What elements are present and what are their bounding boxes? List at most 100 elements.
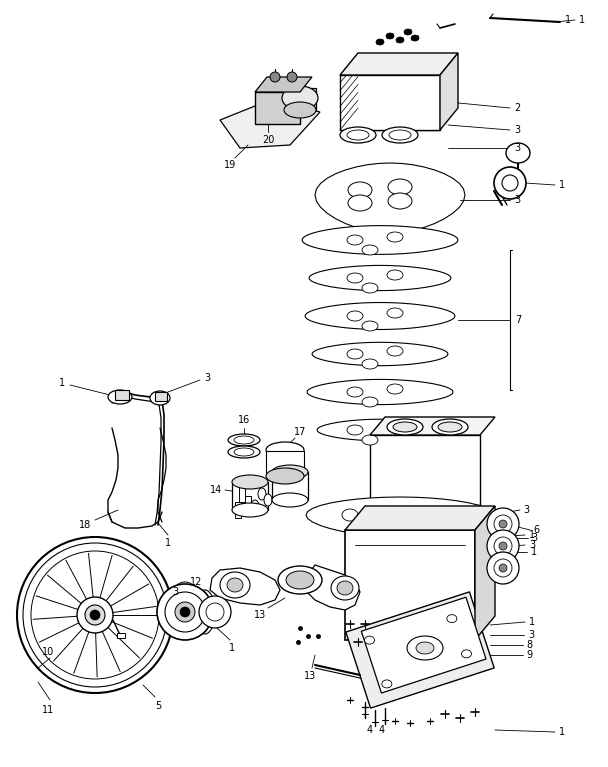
- Text: 4: 4: [367, 725, 373, 735]
- Ellipse shape: [376, 39, 384, 45]
- Text: 17: 17: [294, 427, 306, 437]
- Ellipse shape: [382, 127, 418, 143]
- Ellipse shape: [494, 515, 512, 533]
- Text: 13: 13: [304, 671, 316, 681]
- Ellipse shape: [347, 349, 363, 359]
- Ellipse shape: [180, 607, 190, 617]
- Ellipse shape: [377, 509, 393, 521]
- Ellipse shape: [266, 468, 304, 484]
- Ellipse shape: [195, 590, 215, 634]
- Ellipse shape: [165, 592, 205, 632]
- Ellipse shape: [228, 434, 260, 446]
- Ellipse shape: [494, 537, 512, 555]
- Text: 20: 20: [262, 135, 274, 145]
- Polygon shape: [220, 100, 320, 148]
- Text: 19: 19: [224, 160, 236, 170]
- Text: 6: 6: [533, 525, 539, 535]
- Ellipse shape: [278, 566, 322, 594]
- Ellipse shape: [157, 584, 213, 640]
- Text: 3: 3: [529, 540, 535, 550]
- Ellipse shape: [364, 636, 375, 644]
- Ellipse shape: [284, 102, 316, 118]
- Ellipse shape: [251, 500, 259, 512]
- Polygon shape: [307, 380, 453, 404]
- Text: 1: 1: [529, 617, 535, 627]
- Ellipse shape: [387, 422, 403, 432]
- Ellipse shape: [347, 273, 363, 283]
- Bar: [245, 496, 251, 512]
- Bar: [235, 502, 241, 518]
- Ellipse shape: [387, 346, 403, 356]
- Ellipse shape: [258, 488, 266, 500]
- Ellipse shape: [388, 193, 412, 209]
- Ellipse shape: [347, 425, 363, 435]
- Polygon shape: [305, 565, 360, 610]
- Ellipse shape: [220, 572, 250, 598]
- Ellipse shape: [232, 503, 268, 517]
- Polygon shape: [345, 530, 475, 640]
- Polygon shape: [315, 163, 465, 233]
- Polygon shape: [346, 592, 494, 708]
- Ellipse shape: [266, 442, 304, 458]
- Bar: [232, 482, 268, 510]
- Polygon shape: [361, 597, 486, 693]
- Polygon shape: [340, 53, 458, 75]
- Ellipse shape: [494, 559, 512, 577]
- Text: 13: 13: [254, 610, 266, 620]
- Ellipse shape: [411, 35, 419, 41]
- Text: 1: 1: [529, 530, 535, 540]
- Ellipse shape: [77, 597, 113, 633]
- Ellipse shape: [264, 494, 272, 506]
- Text: 3: 3: [528, 630, 534, 640]
- Polygon shape: [305, 302, 455, 330]
- Ellipse shape: [286, 571, 314, 589]
- Ellipse shape: [182, 595, 202, 611]
- Text: 5: 5: [234, 507, 240, 517]
- Ellipse shape: [438, 422, 462, 432]
- Text: 3: 3: [204, 373, 210, 383]
- Text: 1: 1: [229, 643, 235, 653]
- Polygon shape: [255, 92, 300, 124]
- Bar: [266, 451, 304, 476]
- Polygon shape: [309, 265, 451, 291]
- Ellipse shape: [31, 551, 159, 679]
- Ellipse shape: [234, 448, 254, 456]
- Ellipse shape: [382, 680, 392, 688]
- Polygon shape: [312, 342, 448, 366]
- Polygon shape: [340, 75, 440, 130]
- Ellipse shape: [499, 542, 507, 550]
- Ellipse shape: [387, 308, 403, 318]
- Ellipse shape: [502, 175, 518, 191]
- Ellipse shape: [232, 475, 268, 489]
- Text: 16: 16: [238, 415, 250, 425]
- Text: 11: 11: [42, 705, 54, 715]
- Text: 3: 3: [531, 533, 537, 543]
- Ellipse shape: [487, 530, 519, 562]
- Ellipse shape: [447, 614, 457, 623]
- Text: 1: 1: [579, 15, 585, 25]
- Text: 7: 7: [515, 315, 521, 325]
- Ellipse shape: [499, 564, 507, 572]
- Ellipse shape: [23, 543, 167, 687]
- Ellipse shape: [387, 270, 403, 280]
- Ellipse shape: [206, 603, 224, 621]
- Ellipse shape: [387, 384, 403, 394]
- Ellipse shape: [342, 509, 358, 521]
- Bar: [272, 472, 308, 500]
- Ellipse shape: [348, 182, 372, 198]
- Text: 1: 1: [531, 547, 537, 557]
- Ellipse shape: [506, 143, 530, 163]
- Ellipse shape: [340, 127, 376, 143]
- Ellipse shape: [386, 33, 394, 39]
- Ellipse shape: [199, 596, 231, 628]
- Ellipse shape: [388, 179, 412, 195]
- Ellipse shape: [396, 37, 404, 43]
- Ellipse shape: [487, 508, 519, 540]
- Text: 10: 10: [42, 647, 54, 657]
- Ellipse shape: [387, 419, 423, 435]
- Polygon shape: [475, 506, 495, 640]
- Ellipse shape: [272, 493, 308, 507]
- Ellipse shape: [362, 245, 378, 255]
- Ellipse shape: [347, 235, 363, 245]
- Text: 1: 1: [59, 378, 65, 388]
